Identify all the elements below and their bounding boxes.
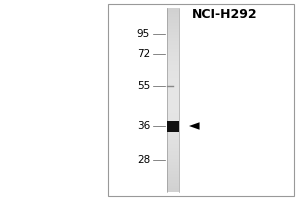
Text: 28: 28 xyxy=(137,155,150,165)
Text: 72: 72 xyxy=(137,49,150,59)
Text: NCI-H292: NCI-H292 xyxy=(191,7,257,21)
Bar xyxy=(167,120,178,132)
Bar xyxy=(108,4,294,196)
Text: 36: 36 xyxy=(137,121,150,131)
Text: 55: 55 xyxy=(137,81,150,91)
Text: 95: 95 xyxy=(137,29,150,39)
Polygon shape xyxy=(189,122,200,130)
